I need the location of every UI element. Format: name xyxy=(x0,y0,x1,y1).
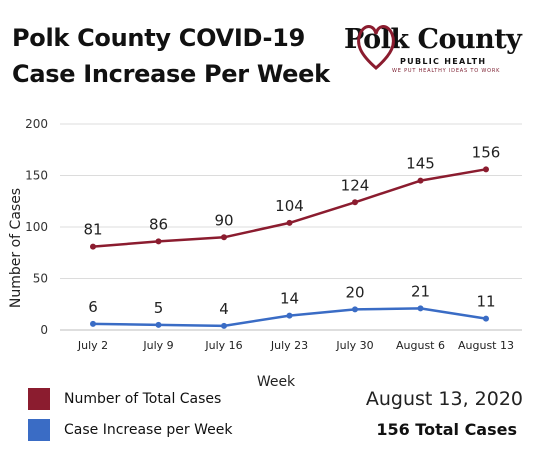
data-label-weekly-increase: 21 xyxy=(411,282,430,300)
x-tick-label: July 16 xyxy=(204,339,242,352)
total-cases-summary: 156 Total Cases xyxy=(376,420,517,439)
data-point-total-cases xyxy=(352,199,358,206)
data-point-weekly-increase xyxy=(90,320,96,327)
y-tick-label: 0 xyxy=(40,323,48,337)
heart-icon xyxy=(357,25,395,70)
data-point-total-cases xyxy=(221,234,227,241)
x-tick-label: July 30 xyxy=(335,339,373,352)
data-point-weekly-increase xyxy=(286,312,293,319)
x-tick-label: July 2 xyxy=(77,339,108,352)
title-line-1: Polk County COVID-19 xyxy=(12,24,305,52)
legend-swatch-total-cases xyxy=(28,388,50,410)
legend-item-weekly-increase: Case Increase per Week xyxy=(28,419,232,441)
x-axis-label: Week xyxy=(257,374,296,390)
data-label-total-cases: 81 xyxy=(83,221,102,239)
legend-label-total-cases: Number of Total Cases xyxy=(64,391,222,407)
data-label-total-cases: 104 xyxy=(275,197,304,215)
data-point-weekly-increase xyxy=(155,321,162,328)
data-label-total-cases: 156 xyxy=(472,143,501,161)
data-point-total-cases xyxy=(483,166,489,173)
y-tick-label: 200 xyxy=(25,117,48,131)
data-point-total-cases xyxy=(90,243,96,250)
title-line-2: Case Increase Per Week xyxy=(12,60,330,88)
x-tick-label: July 9 xyxy=(142,339,173,352)
data-label-weekly-increase: 4 xyxy=(219,300,229,318)
data-label-weekly-increase: 14 xyxy=(280,290,299,308)
logo-subtitle: PUBLIC HEALTH xyxy=(400,57,487,66)
series xyxy=(90,166,489,329)
data-point-weekly-increase xyxy=(352,306,358,313)
data-labels: 81 86 90 104 124 145 156 6 5 4 14 20 21 11 xyxy=(83,143,500,318)
logo-tagline: WE PUT HEALTHY IDEAS TO WORK xyxy=(392,68,501,74)
legend-swatch-weekly-increase xyxy=(28,419,50,441)
y-tick-label: 150 xyxy=(25,169,48,183)
x-tick-label: July 23 xyxy=(270,339,308,352)
data-label-total-cases: 124 xyxy=(341,176,370,194)
data-label-total-cases: 86 xyxy=(149,215,168,233)
y-axis-label: Number of Cases xyxy=(8,188,24,308)
legend-label-weekly-increase: Case Increase per Week xyxy=(64,422,233,438)
legend: Number of Total Cases Case Increase per … xyxy=(28,388,232,450)
data-label-weekly-increase: 5 xyxy=(154,299,164,317)
data-label-total-cases: 90 xyxy=(214,211,233,229)
data-point-weekly-increase xyxy=(483,315,489,322)
data-label-weekly-increase: 6 xyxy=(88,298,98,316)
y-tick-label: 100 xyxy=(25,220,48,234)
data-label-weekly-increase: 11 xyxy=(476,293,495,311)
data-point-total-cases xyxy=(155,238,162,245)
data-label-total-cases: 145 xyxy=(406,155,435,173)
data-point-total-cases xyxy=(286,219,293,226)
data-label-weekly-increase: 20 xyxy=(345,283,364,301)
grid xyxy=(60,123,522,331)
data-point-weekly-increase xyxy=(221,322,227,329)
x-tick-label: August 6 xyxy=(396,339,445,352)
data-point-total-cases xyxy=(417,177,424,184)
data-point-weekly-increase xyxy=(417,305,424,312)
report-date: August 13, 2020 xyxy=(365,388,523,410)
y-tick-label: 50 xyxy=(33,272,48,286)
x-axis-ticks: July 2 July 9 July 16 July 23 July 30 August … xyxy=(77,339,514,352)
polk-county-logo: Polk County PUBLIC HEALTH WE PUT HEALTHY… xyxy=(340,14,530,76)
legend-item-total-cases: Number of Total Cases xyxy=(28,388,232,410)
y-axis-ticks: 0 50 100 150 200 xyxy=(25,117,48,337)
chart-title: Polk County COVID-19 Case Increase Per W… xyxy=(12,20,330,92)
x-tick-label: August 13 xyxy=(458,339,514,352)
